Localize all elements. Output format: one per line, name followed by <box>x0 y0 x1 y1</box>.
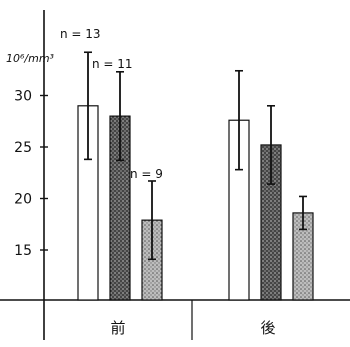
y-axis-label: 10⁶/mm³ <box>6 52 55 65</box>
y-ticks: 15 20 25 30 <box>14 89 48 259</box>
category-label: 後 <box>260 319 275 337</box>
category-labels: 前後 <box>110 319 275 337</box>
annotations: n = 13 n = 11 n = 9 <box>60 27 163 181</box>
y-tick-label: 30 <box>14 89 32 105</box>
error-bars <box>84 51 307 261</box>
y-tick-label: 25 <box>14 140 32 156</box>
sample-size-label: n = 11 <box>92 57 133 71</box>
y-tick-label: 20 <box>14 192 32 208</box>
axes <box>0 10 350 340</box>
sample-size-label: n = 9 <box>130 167 163 181</box>
sample-size-label: n = 13 <box>60 27 101 41</box>
y-tick-label: 15 <box>14 243 32 259</box>
category-label: 前 <box>110 319 125 337</box>
bars <box>77 105 314 301</box>
